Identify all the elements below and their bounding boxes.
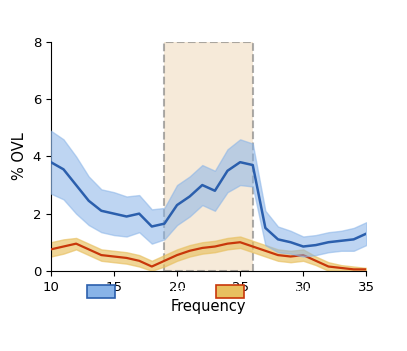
X-axis label: Frequency: Frequency	[171, 299, 246, 314]
Legend: Long bursts, Short bursts: Long bursts, Short bursts	[82, 280, 335, 303]
Y-axis label: % OVL: % OVL	[12, 133, 27, 180]
Bar	[164, 42, 253, 271]
